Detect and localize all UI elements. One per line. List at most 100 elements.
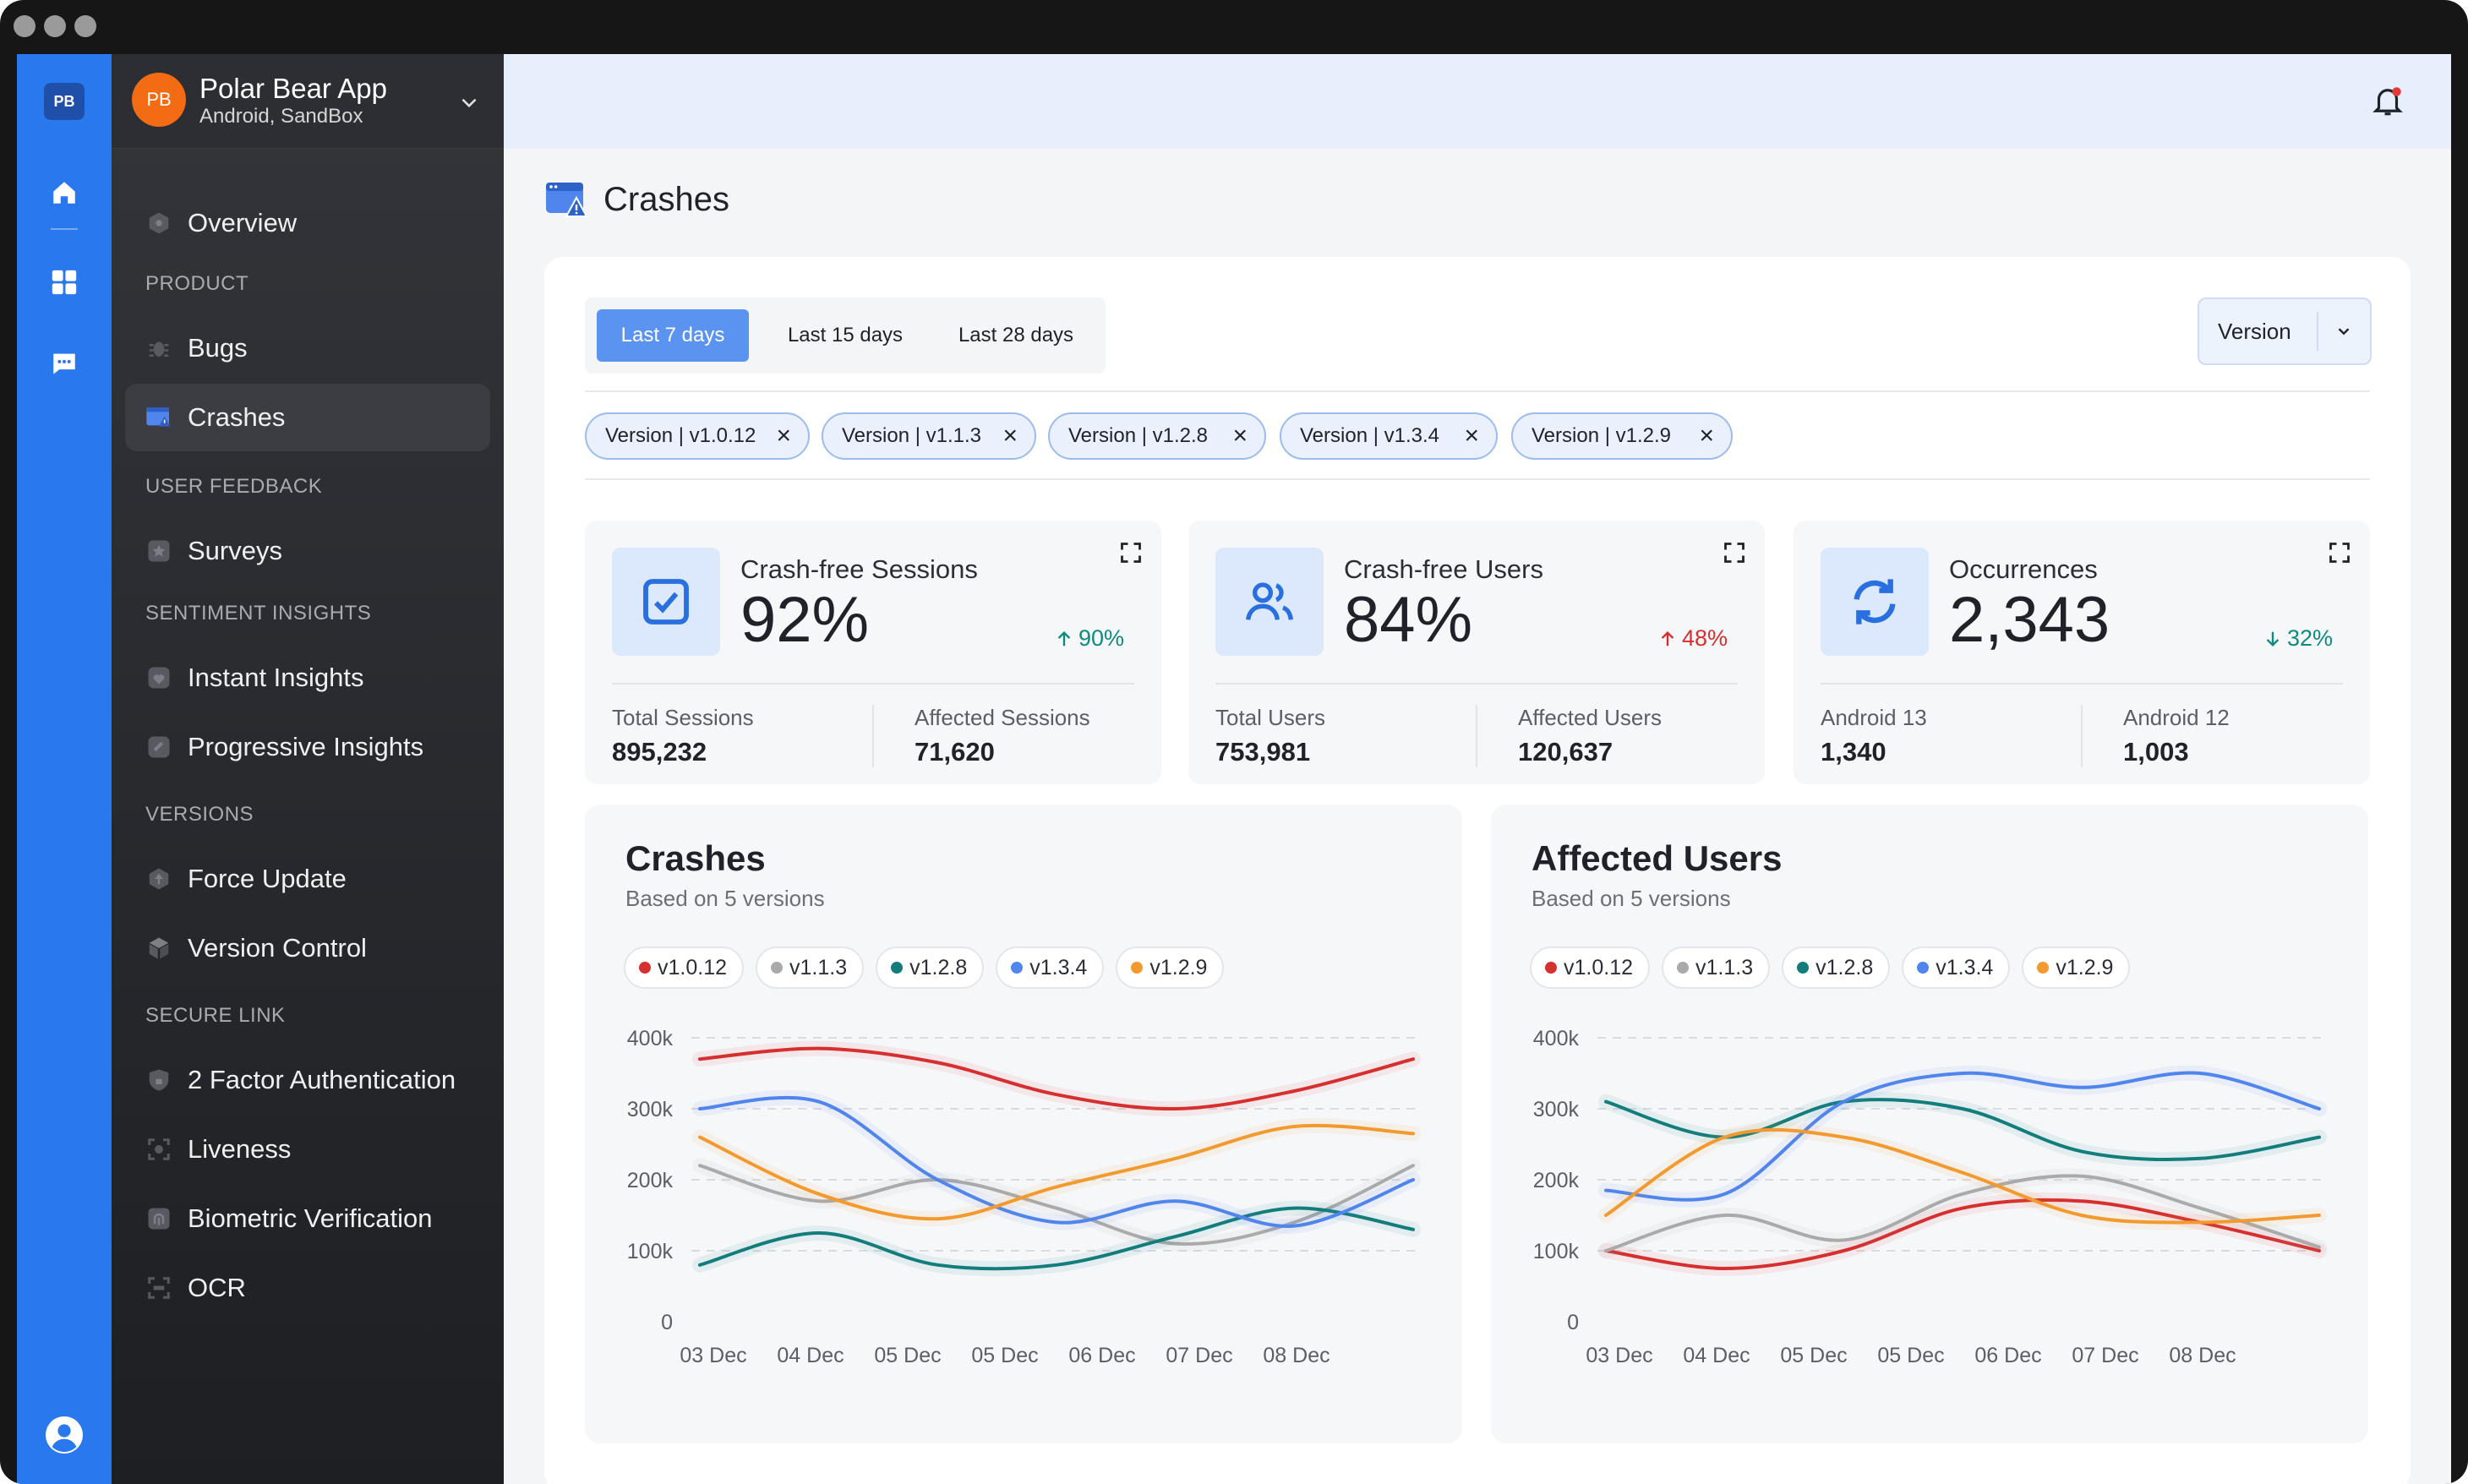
date-range-tabs: Last 7 days Last 15 days Last 28 days (585, 297, 1106, 374)
close-icon[interactable]: × (776, 422, 791, 450)
version-filter-chip[interactable]: Version | v1.2.8 × (1048, 412, 1266, 460)
legend-dot (1917, 962, 1930, 974)
sidebar-section-sentiment: SENTIMENT INSIGHTS (145, 602, 372, 625)
stat-title: Occurrences (1949, 554, 2098, 584)
window-minimize-button[interactable] (44, 15, 66, 37)
x-tick-label: 08 Dec (1263, 1344, 1330, 1367)
line-chart: 0 100k 200k 300k 400k 03 Dec 04 Dec 05 Dec 05 De… (627, 1027, 1422, 1367)
legend-item[interactable]: v1.0.12 (624, 947, 745, 989)
sidebar-item-ocr[interactable]: OCR (125, 1254, 490, 1322)
chat-icon[interactable] (47, 346, 81, 380)
app-switcher[interactable]: PB Polar Bear App Android, SandBox (112, 54, 504, 149)
chevron-down-icon[interactable] (458, 91, 480, 113)
app-avatar: PB (132, 73, 186, 127)
link-icon (145, 734, 172, 761)
stat-title: Crash-free Sessions (740, 554, 978, 584)
sidebar-item-crashes[interactable]: Crashes (125, 384, 490, 451)
expand-icon[interactable] (1723, 541, 1746, 565)
y-tick-label: 100k (627, 1240, 674, 1263)
divider (1821, 683, 2343, 685)
sidebar-item-force-update[interactable]: Force Update (125, 845, 490, 913)
legend-item[interactable]: v1.3.4 (996, 947, 1105, 989)
stat-change: 32% (2263, 625, 2333, 652)
sidebar-section-product: PRODUCT (145, 272, 249, 295)
chart-title: Affected Users (1532, 838, 1783, 878)
series-line-v1.0.12[interactable] (698, 1046, 1415, 1111)
sidebar-item-2fa[interactable]: 2 Factor Authentication (125, 1046, 490, 1114)
close-icon[interactable]: × (1232, 422, 1248, 450)
stat-sub-value: 753,981 (1215, 737, 1311, 767)
legend-item[interactable]: v1.2.8 (1782, 947, 1891, 989)
chart-legend: v1.0.12 v1.1.3 v1.2.8 v1.3.4 v1.2.9 (624, 947, 1225, 989)
home-icon[interactable] (47, 176, 81, 210)
divider (612, 683, 1134, 685)
stat-value: 2,343 (1949, 584, 2110, 656)
close-icon[interactable]: × (1699, 422, 1714, 450)
tab-last-15-days[interactable]: Last 15 days (787, 324, 904, 346)
stat-value: 92% (740, 584, 870, 656)
y-tick-label: 100k (1533, 1240, 1580, 1263)
legend-label: v1.3.4 (1936, 955, 1994, 979)
version-filter-chip[interactable]: Version | v1.2.9 × (1511, 412, 1733, 460)
sidebar-item-bugs[interactable]: Bugs (125, 314, 490, 382)
series-line-v1.2.9[interactable] (1604, 1127, 2321, 1225)
chevron-down-icon[interactable] (2316, 312, 2370, 351)
sidebar-item-liveness[interactable]: Liveness (125, 1116, 490, 1183)
sidebar-item-instant-insights[interactable]: Instant Insights (125, 644, 490, 712)
window-close-button[interactable] (14, 15, 35, 37)
grid-icon[interactable] (47, 265, 81, 299)
legend-item[interactable]: v1.2.9 (2022, 947, 2131, 989)
workspace-badge[interactable]: PB (44, 83, 85, 120)
profile-icon[interactable] (44, 1415, 85, 1455)
divider (872, 705, 874, 767)
legend-item[interactable]: v1.2.8 (876, 947, 985, 989)
series-line-v1.1.3[interactable] (1604, 1174, 2321, 1252)
sidebar-item-progressive-insights[interactable]: Progressive Insights (125, 713, 490, 781)
stat-change: 90% (1055, 625, 1124, 652)
series-line-v1.1.3[interactable] (698, 1164, 1415, 1246)
version-filter-chip[interactable]: Version | v1.0.12 × (585, 412, 810, 460)
crashes-panel: Last 7 days Last 15 days Last 28 days Ve… (544, 257, 2411, 1484)
legend-label: v1.0.12 (658, 955, 728, 979)
tab-last-28-days[interactable]: Last 28 days (958, 324, 1074, 346)
version-select[interactable]: Version (2198, 297, 2372, 365)
x-tick-label: 05 Dec (1877, 1344, 1944, 1367)
legend-item[interactable]: v1.1.3 (1662, 947, 1771, 989)
y-tick-label: 0 (1567, 1311, 1579, 1334)
stat-sub-label: Affected Users (1518, 705, 1663, 730)
overview-icon (145, 210, 172, 237)
legend-label: v1.2.9 (2056, 955, 2114, 979)
window-maximize-button[interactable] (74, 15, 96, 37)
stat-change-value: 32% (2286, 625, 2333, 651)
sidebar-item-biometric[interactable]: Biometric Verification (125, 1185, 490, 1252)
users-icon (1215, 548, 1324, 656)
expand-icon[interactable] (1119, 541, 1143, 565)
arrow-up-icon (1057, 630, 1071, 646)
stat-sub-label: Android 12 (2123, 705, 2230, 730)
series-line-v1.3.4[interactable] (698, 1095, 1415, 1228)
bell-icon[interactable] (2370, 83, 2405, 118)
sidebar-item-label: Instant Insights (188, 663, 364, 692)
version-filter-chip[interactable]: Version | v1.3.4 × (1280, 412, 1498, 460)
sidebar-item-surveys[interactable]: Surveys (125, 517, 490, 585)
version-filter-chip[interactable]: Version | v1.1.3 × (822, 412, 1036, 460)
close-icon[interactable]: × (1002, 422, 1018, 450)
sidebar-item-version-control[interactable]: Version Control (125, 914, 490, 982)
legend-item[interactable]: v1.2.9 (1116, 947, 1225, 989)
sidebar-item-label: Bugs (188, 333, 248, 363)
legend-item[interactable]: v1.1.3 (756, 947, 865, 989)
expand-icon[interactable] (2328, 541, 2351, 565)
sidebar-item-overview[interactable]: Overview (125, 189, 490, 257)
series-line-v1.2.8[interactable] (698, 1206, 1415, 1271)
legend-item[interactable]: v1.0.12 (1530, 947, 1651, 989)
close-icon[interactable]: × (1464, 422, 1479, 450)
tab-last-7-days[interactable]: Last 7 days (597, 309, 749, 362)
fingerprint-icon (145, 1205, 172, 1232)
x-tick-label: 03 Dec (1586, 1344, 1652, 1367)
series-line-v1.2.9[interactable] (698, 1123, 1415, 1221)
legend-item[interactable]: v1.3.4 (1902, 947, 2011, 989)
series-line-v1.3.4[interactable] (1604, 1071, 2321, 1202)
chip-label: Version | v1.2.8 (1068, 424, 1208, 447)
stat-sub-value: 1,003 (2123, 737, 2189, 767)
chart-legend: v1.0.12 v1.1.3 v1.2.8 v1.3.4 v1.2.9 (1530, 947, 2131, 989)
